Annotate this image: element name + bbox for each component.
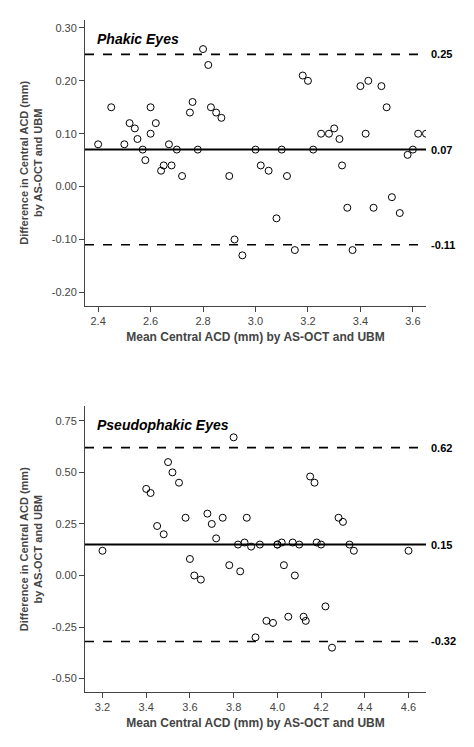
svg-text:0.15: 0.15 (431, 539, 452, 551)
svg-text:3.6: 3.6 (405, 315, 420, 327)
svg-text:0.75: 0.75 (55, 415, 76, 427)
svg-text:Mean Central ACD (mm) by AS-OC: Mean Central ACD (mm) by AS-OCT and UBM (126, 716, 384, 730)
svg-text:-0.50: -0.50 (52, 672, 77, 684)
svg-text:-0.32: -0.32 (431, 635, 456, 647)
svg-text:Difference in Central ACD (mm): Difference in Central ACD (mm)by AS-OCT … (18, 80, 44, 244)
svg-text:3.4: 3.4 (139, 701, 154, 713)
svg-text:2.8: 2.8 (195, 315, 210, 327)
svg-text:3.2: 3.2 (95, 701, 110, 713)
svg-text:3.8: 3.8 (226, 701, 241, 713)
svg-text:0.62: 0.62 (431, 442, 452, 454)
svg-text:-0.11: -0.11 (431, 239, 455, 251)
svg-text:Mean Central ACD (mm) by AS-OC: Mean Central ACD (mm) by AS-OCT and UBM (126, 330, 384, 344)
svg-text:3.2: 3.2 (300, 315, 315, 327)
svg-text:3.0: 3.0 (248, 315, 263, 327)
svg-text:0.25: 0.25 (431, 48, 452, 60)
svg-text:3.6: 3.6 (182, 701, 197, 713)
svg-text:0.30: 0.30 (55, 22, 76, 34)
svg-text:2.4: 2.4 (90, 315, 105, 327)
svg-text:0.00: 0.00 (55, 180, 76, 192)
svg-text:0.50: 0.50 (55, 466, 76, 478)
svg-text:4.0: 4.0 (270, 701, 285, 713)
svg-text:Phakic Eyes: Phakic Eyes (97, 31, 179, 47)
svg-text:0.20: 0.20 (55, 75, 76, 87)
svg-text:-0.20: -0.20 (52, 286, 77, 298)
svg-text:4.4: 4.4 (357, 701, 372, 713)
svg-text:0.10: 0.10 (55, 128, 76, 140)
svg-text:4.2: 4.2 (313, 701, 328, 713)
svg-text:0.07: 0.07 (431, 144, 452, 156)
svg-text:-0.10: -0.10 (52, 233, 77, 245)
svg-text:Difference in Central ACD (mm): Difference in Central ACD (mm)by AS-OCT … (18, 467, 44, 631)
svg-text:3.4: 3.4 (353, 315, 368, 327)
svg-text:0.25: 0.25 (55, 518, 76, 530)
svg-text:-0.25: -0.25 (52, 621, 77, 633)
svg-text:0.00: 0.00 (55, 569, 76, 581)
svg-text:Pseudophakic Eyes: Pseudophakic Eyes (97, 417, 229, 433)
svg-text:4.6: 4.6 (401, 701, 416, 713)
svg-text:2.6: 2.6 (143, 315, 158, 327)
